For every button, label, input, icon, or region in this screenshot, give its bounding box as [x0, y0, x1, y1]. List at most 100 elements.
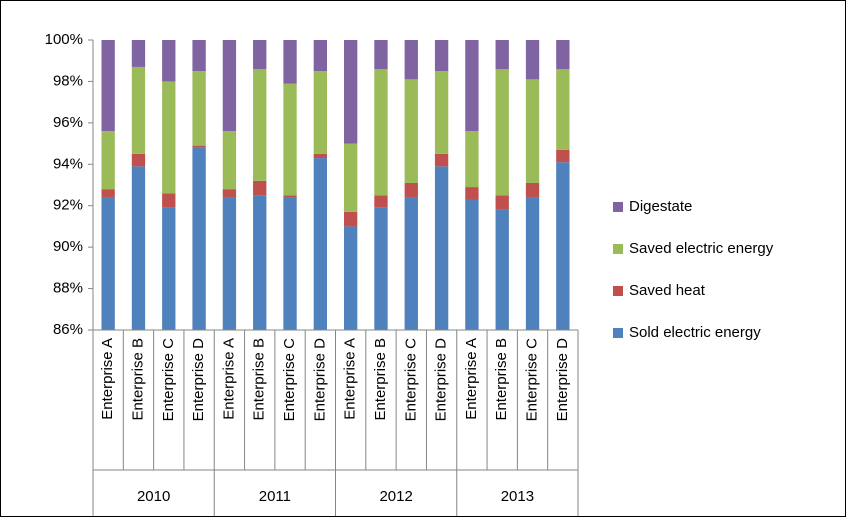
bar-segment: [465, 187, 479, 200]
x-tick-label: Enterprise D: [311, 338, 328, 422]
bar-segment: [495, 195, 509, 210]
legend-label: Sold electric energy: [629, 324, 761, 341]
x-tick-label: Enterprise C: [281, 338, 298, 422]
bar-segment: [313, 158, 328, 330]
x-tick-label: Enterprise A: [99, 338, 116, 420]
legend-swatch: [613, 202, 623, 212]
y-tick-label: 96%: [53, 114, 83, 131]
bar-segment: [192, 145, 206, 148]
bar-segment: [313, 153, 328, 159]
y-tick-label: 98%: [53, 72, 83, 89]
bar-segment: [556, 162, 570, 330]
bar-segment: [222, 131, 237, 190]
bar-segment: [131, 66, 146, 154]
bar-segment: [101, 197, 115, 330]
x-tick-label: Enterprise D: [190, 338, 207, 422]
bar-segment: [253, 40, 267, 69]
bar-segment: [404, 40, 418, 80]
bar-segment: [283, 40, 297, 84]
bar-segment: [283, 197, 297, 330]
x-tick-label: Enterprise A: [342, 338, 359, 420]
bar-segment: [343, 226, 358, 330]
bar-segment: [465, 40, 479, 132]
bar-segment: [556, 40, 570, 69]
group-label: 2010: [137, 488, 170, 505]
bar-segment: [162, 81, 176, 194]
bar-segment: [495, 209, 509, 330]
bar-segment: [101, 40, 115, 132]
x-tick-label: Enterprise B: [493, 338, 510, 421]
bar-segment: [495, 40, 509, 69]
legend-label: Saved heat: [629, 282, 706, 299]
bar-segment: [465, 199, 479, 330]
bar-segment: [192, 71, 206, 146]
bar-segment: [374, 207, 388, 330]
bar-segment: [525, 182, 540, 198]
x-tick-label: Enterprise A: [463, 338, 480, 420]
bar-segment: [192, 147, 206, 330]
bar-segment: [525, 197, 540, 330]
bar-segment: [253, 195, 267, 330]
y-tick-label: 92%: [53, 197, 83, 214]
bar-segment: [374, 195, 388, 208]
x-tick-label: Enterprise C: [160, 338, 177, 422]
legend-label: Saved electric energy: [629, 240, 774, 257]
bar-segment: [131, 166, 146, 330]
group-label: 2013: [501, 488, 534, 505]
bar-segment: [222, 189, 237, 198]
bar-segment: [222, 197, 237, 330]
legend-swatch: [613, 328, 623, 338]
bar-segment: [283, 83, 297, 196]
x-tick-label: Enterprise B: [129, 338, 146, 421]
bar-segment: [343, 40, 358, 144]
bar-segment: [101, 131, 115, 190]
y-tick-label: 88%: [53, 280, 83, 297]
bar-segment: [343, 143, 358, 212]
bar-segment: [404, 79, 418, 183]
bar-segment: [192, 40, 206, 72]
bar-segment: [253, 69, 267, 181]
bar-segment: [313, 71, 328, 154]
bar-segment: [374, 69, 388, 196]
group-label: 2012: [379, 488, 412, 505]
legend-swatch: [613, 286, 623, 296]
bar-segment: [525, 40, 540, 80]
bar-segment: [253, 180, 267, 196]
group-label: 2011: [259, 488, 291, 505]
bar-segment: [222, 40, 237, 132]
x-tick-label: Enterprise B: [251, 338, 268, 421]
x-tick-label: Enterprise D: [554, 338, 571, 422]
legend-swatch: [613, 244, 623, 254]
x-tick-label: Enterprise A: [220, 338, 237, 420]
legend-label: Digestate: [629, 198, 692, 215]
x-tick-label: Enterprise B: [372, 338, 389, 421]
bar-segment: [101, 189, 115, 198]
bar-segment: [465, 131, 479, 188]
y-tick-label: 86%: [53, 321, 83, 338]
y-tick-label: 94%: [53, 155, 83, 172]
bar-segment: [131, 40, 146, 67]
bar-segment: [162, 40, 176, 82]
bar-segment: [374, 40, 388, 69]
x-tick-label: Enterprise D: [433, 338, 450, 422]
bar-segment: [404, 182, 418, 198]
y-tick-label: 100%: [45, 31, 83, 48]
bar-segment: [283, 195, 297, 198]
bar-segment: [313, 40, 328, 72]
bar-segment: [131, 153, 146, 167]
y-tick-label: 90%: [53, 238, 83, 255]
bar-segment: [434, 71, 449, 154]
bar-segment: [434, 153, 449, 167]
bar-segment: [343, 211, 358, 227]
x-tick-label: Enterprise C: [402, 338, 419, 422]
bar-segment: [434, 166, 449, 330]
bar-segment: [556, 69, 570, 150]
bar-segment: [525, 79, 540, 183]
bar-segment: [162, 193, 176, 208]
bar-segment: [495, 69, 509, 196]
bar-segment: [556, 149, 570, 163]
x-tick-label: Enterprise C: [524, 338, 541, 422]
